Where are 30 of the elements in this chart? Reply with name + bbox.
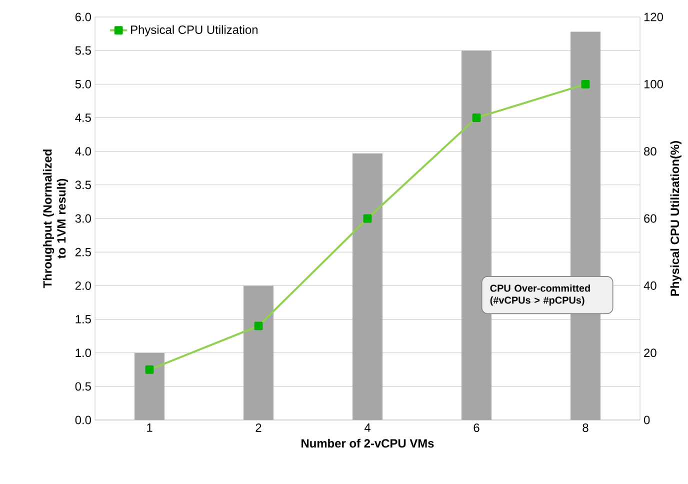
- y-tick-label: 5.0: [75, 80, 92, 88]
- legend-label: Physical CPU Utilization: [131, 25, 258, 36]
- y2-tick-label: 60: [644, 214, 656, 223]
- x-tick-label: 8: [582, 424, 588, 432]
- y2-tick-label: 120: [644, 12, 664, 22]
- y2-tick-label: 100: [644, 80, 664, 88]
- y-tick-label: 2.5: [75, 248, 91, 256]
- y-tick-label: 4.0: [75, 147, 92, 156]
- y2-tick-label: 20: [644, 348, 656, 358]
- y-tick-label: 1.0: [76, 348, 92, 358]
- y-tick-label: 3.0: [75, 214, 92, 223]
- y-tick-label: 0.5: [75, 382, 91, 391]
- annotation: CPU Over-committed (#vCPUs > #pCPUs): [490, 284, 590, 306]
- x-tick-label: 4: [364, 424, 370, 432]
- y-tick-label: 6.0: [75, 12, 92, 22]
- y2-tick-label: 0: [644, 416, 650, 424]
- y-tick-label: 4.5: [75, 114, 91, 122]
- y-tick-label: 2.0: [75, 281, 92, 290]
- x-tick-label: 1: [147, 424, 152, 432]
- y-axis-title: Throughput (Normalized to 1VM result): [42, 150, 68, 288]
- y2-tick-label: 80: [644, 147, 656, 156]
- x-tick-label: 6: [474, 424, 480, 432]
- y-tick-label: 5.5: [75, 46, 91, 55]
- y-tick-label: 0.0: [75, 416, 92, 424]
- y-tick-label: 3.5: [75, 180, 91, 190]
- y2-axis-title: Physical CPU Utilization(%): [670, 141, 682, 296]
- y2-tick-label: 40: [644, 281, 656, 290]
- x-axis-title: Number of 2-vCPU VMs: [302, 438, 434, 448]
- y-tick-label: 1.5: [76, 315, 91, 324]
- x-tick-label: 2: [256, 424, 262, 432]
